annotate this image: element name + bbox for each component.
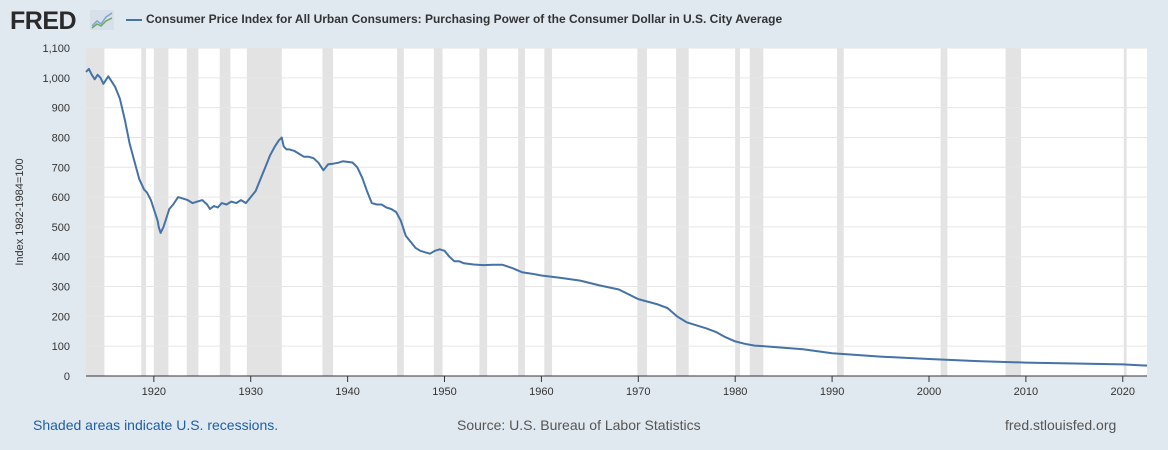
fred-site-url[interactable]: fred.stlouisfed.org <box>1005 417 1117 433</box>
recession-band <box>246 48 282 376</box>
x-tick-label: 2010 <box>1014 386 1038 398</box>
fred-logo[interactable]: FRED <box>10 7 77 35</box>
recession-band <box>1123 48 1127 376</box>
recession-band <box>518 48 525 376</box>
x-tick-label: 1990 <box>820 386 844 398</box>
plot-background <box>86 48 1147 376</box>
recession-band <box>153 48 169 376</box>
x-tick-label: 2000 <box>917 386 941 398</box>
recession-band <box>676 48 689 376</box>
y-tick-label: 1,000 <box>42 73 70 85</box>
y-tick-label: 700 <box>52 162 70 174</box>
recession-band <box>322 48 334 376</box>
x-tick-label: 1940 <box>335 386 359 398</box>
recession-band <box>940 48 948 376</box>
legend-line-swatch <box>126 19 142 21</box>
recession-band <box>479 48 488 376</box>
y-tick-label: 500 <box>52 222 70 234</box>
source-note: Source: U.S. Bureau of Labor Statistics <box>457 417 701 433</box>
y-tick-label: 200 <box>52 311 70 323</box>
y-tick-label: 0 <box>64 371 70 383</box>
recession-band <box>1005 48 1022 376</box>
recession-band <box>86 48 105 376</box>
x-tick-label: 1930 <box>238 386 262 398</box>
recession-band <box>219 48 231 376</box>
recession-band <box>544 48 553 376</box>
recession-band <box>433 48 443 376</box>
recession-band <box>141 48 147 376</box>
y-tick-label: 900 <box>52 103 70 115</box>
y-tick-label: 300 <box>52 282 70 294</box>
x-tick-label: 1980 <box>723 386 747 398</box>
y-tick-label: 100 <box>52 341 70 353</box>
x-tick-label: 1970 <box>626 386 650 398</box>
y-tick-label: 1,100 <box>42 43 70 55</box>
x-tick-label: 1950 <box>432 386 456 398</box>
recession-band <box>186 48 199 376</box>
y-axis-label: Index 1982-1984=100 <box>14 158 26 265</box>
recession-note-link[interactable]: Shaded areas indicate U.S. recessions. <box>33 417 279 433</box>
recession-band <box>836 48 844 376</box>
horizontal-gridlines <box>86 47 1147 347</box>
y-tick-label: 800 <box>52 132 70 144</box>
x-tick-label: 2020 <box>1111 386 1135 398</box>
fred-graph-icon <box>90 10 114 30</box>
x-tick-label: 1920 <box>142 386 166 398</box>
series-line[interactable] <box>85 67 1148 367</box>
recession-band <box>749 48 764 376</box>
y-axis-ticks: 0 100 200 300 400 500 600 700 800 900 1,000 1,100 <box>42 43 70 383</box>
recession-band <box>637 48 648 376</box>
x-axis-ticks: 1920 1930 1940 1950 1960 1970 1980 1990 2000 2010… <box>142 376 1135 398</box>
recession-band <box>397 48 404 376</box>
recession-bands <box>86 48 1127 376</box>
recession-band <box>735 48 741 376</box>
legend-series-title: Consumer Price Index for All Urban Consu… <box>146 12 783 26</box>
series-layer <box>85 67 1148 367</box>
y-tick-label: 600 <box>52 192 70 204</box>
x-tick-label: 1960 <box>529 386 553 398</box>
y-tick-label: 400 <box>52 252 70 264</box>
